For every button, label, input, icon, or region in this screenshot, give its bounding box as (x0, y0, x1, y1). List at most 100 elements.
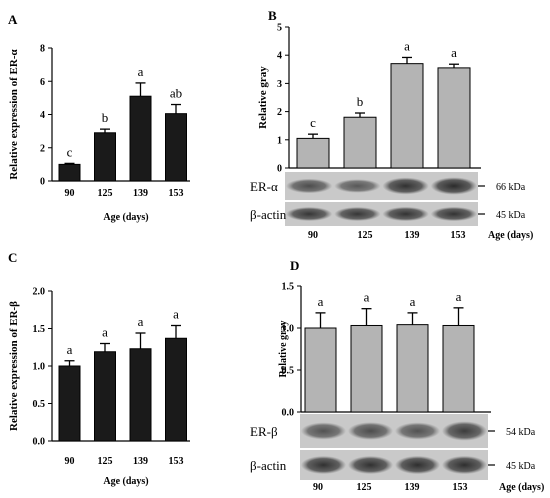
bar (129, 95, 152, 182)
chart-a: 0 2 4 6 8 Relative expression of ER-α c 90 b 125 a… (8, 44, 190, 223)
y-axis-label: Relative expression of ER-α (8, 48, 20, 179)
y-tick-label: 1.0 (33, 362, 46, 373)
blot-band (347, 422, 394, 440)
x-tick-label: 153 (169, 188, 184, 199)
y-tick-label: 2.0 (33, 287, 46, 298)
y-tick-label: 0.5 (282, 366, 295, 377)
y-axis-label: Relative gray (257, 66, 269, 129)
significance-letter: ab (170, 86, 182, 101)
blot-band (285, 206, 333, 222)
blot-row-label: β-actin (250, 458, 287, 473)
y-tick-label: 1.5 (282, 282, 295, 293)
significance-letter: a (318, 294, 324, 309)
blot-band (347, 455, 394, 475)
bar (58, 163, 81, 182)
y-tick-label: 3 (277, 79, 282, 90)
bar (94, 132, 116, 182)
significance-letter: b (357, 94, 364, 109)
chart-c: 0.0 0.5 1.0 1.5 2.0 Relative expression of ER… (8, 287, 190, 487)
bar (165, 337, 187, 442)
y-tick-label: 2 (40, 143, 45, 154)
blot-band (382, 177, 429, 195)
panel-letter-b: B (268, 8, 277, 23)
y-axis-label: Relative gray (278, 321, 289, 378)
significance-letter: a (364, 290, 370, 305)
y-tick-label: 0.5 (33, 399, 46, 410)
lane-label: 153 (451, 230, 466, 241)
y-tick-label: 4 (277, 51, 282, 62)
x-axis-label: Age (days) (103, 212, 148, 223)
lane-label: 125 (358, 230, 373, 241)
y-tick-label: 1.5 (33, 324, 46, 335)
y-tick-label: 8 (40, 44, 45, 55)
bar (296, 137, 330, 169)
panel-letter-a: A (8, 12, 18, 27)
kda-label: 45 kDa (506, 461, 536, 472)
blot-band (300, 455, 347, 475)
bar (390, 63, 424, 169)
significance-letter: a (138, 64, 144, 79)
western-blot-d: ER-β 54 kDa β-actin 45 kDa 90 125 139 153 Age (d… (250, 414, 544, 493)
lane-label: 125 (357, 482, 372, 493)
bar (437, 67, 471, 169)
chart-b: 0 1 2 3 4 5 Relative gray c b a a (257, 23, 481, 175)
x-axis-label: Age (days) (103, 476, 148, 487)
blot-row-label: ER-β (250, 424, 278, 439)
bar (94, 351, 116, 442)
x-axis-label: Age (days) (488, 230, 533, 241)
blot-band (285, 178, 333, 194)
bar (442, 324, 475, 413)
x-tick-label: 90 (65, 188, 75, 199)
blot-band (300, 422, 347, 440)
kda-label: 66 kDa (496, 182, 526, 193)
bar (304, 327, 337, 413)
y-tick-label: 2 (277, 107, 282, 118)
lane-label: 90 (308, 230, 318, 241)
x-tick-label: 125 (98, 188, 113, 199)
bar (129, 348, 152, 442)
significance-letter: a (173, 307, 179, 322)
y-tick-label: 1.0 (282, 324, 295, 335)
significance-letter: a (102, 325, 108, 340)
significance-letter: a (404, 38, 410, 53)
blot-band (441, 455, 488, 475)
x-axis-label: Age (days) (499, 482, 544, 493)
panel-letter-d: D (290, 258, 299, 273)
lane-label: 153 (453, 482, 468, 493)
bar (165, 113, 187, 182)
blot-band (334, 206, 381, 222)
lane-label: 139 (405, 482, 420, 493)
y-tick-label: 0 (277, 164, 282, 175)
kda-label: 45 kDa (496, 210, 526, 221)
significance-letter: c (67, 144, 73, 159)
y-tick-label: 0.0 (282, 408, 295, 419)
significance-letter: a (451, 45, 457, 60)
x-tick-label: 153 (169, 456, 184, 467)
x-tick-label: 139 (133, 188, 148, 199)
blot-band (441, 421, 488, 441)
y-tick-label: 1 (277, 135, 282, 146)
blot-band (430, 206, 478, 222)
bar (343, 116, 377, 169)
blot-band (334, 179, 381, 193)
y-axis-label: Relative expression of ER-β (8, 301, 20, 431)
bar (58, 365, 81, 442)
x-tick-label: 139 (133, 456, 148, 467)
chart-d: 0.0 0.5 1.0 1.5 Relative gray a a a a (278, 282, 491, 419)
lane-label: 139 (405, 230, 420, 241)
x-tick-label: 125 (98, 456, 113, 467)
y-tick-label: 6 (40, 77, 45, 88)
y-tick-label: 5 (277, 23, 282, 34)
blot-band (394, 455, 441, 475)
significance-letter: a (67, 342, 73, 357)
x-tick-label: 90 (65, 456, 75, 467)
blot-band (382, 206, 429, 222)
significance-letter: a (138, 314, 144, 329)
bar (350, 324, 383, 413)
y-tick-label: 4 (40, 110, 45, 121)
y-tick-label: 0.0 (33, 437, 46, 448)
panel-letter-c: C (8, 250, 17, 265)
lane-label: 90 (313, 482, 323, 493)
significance-letter: c (310, 115, 316, 130)
